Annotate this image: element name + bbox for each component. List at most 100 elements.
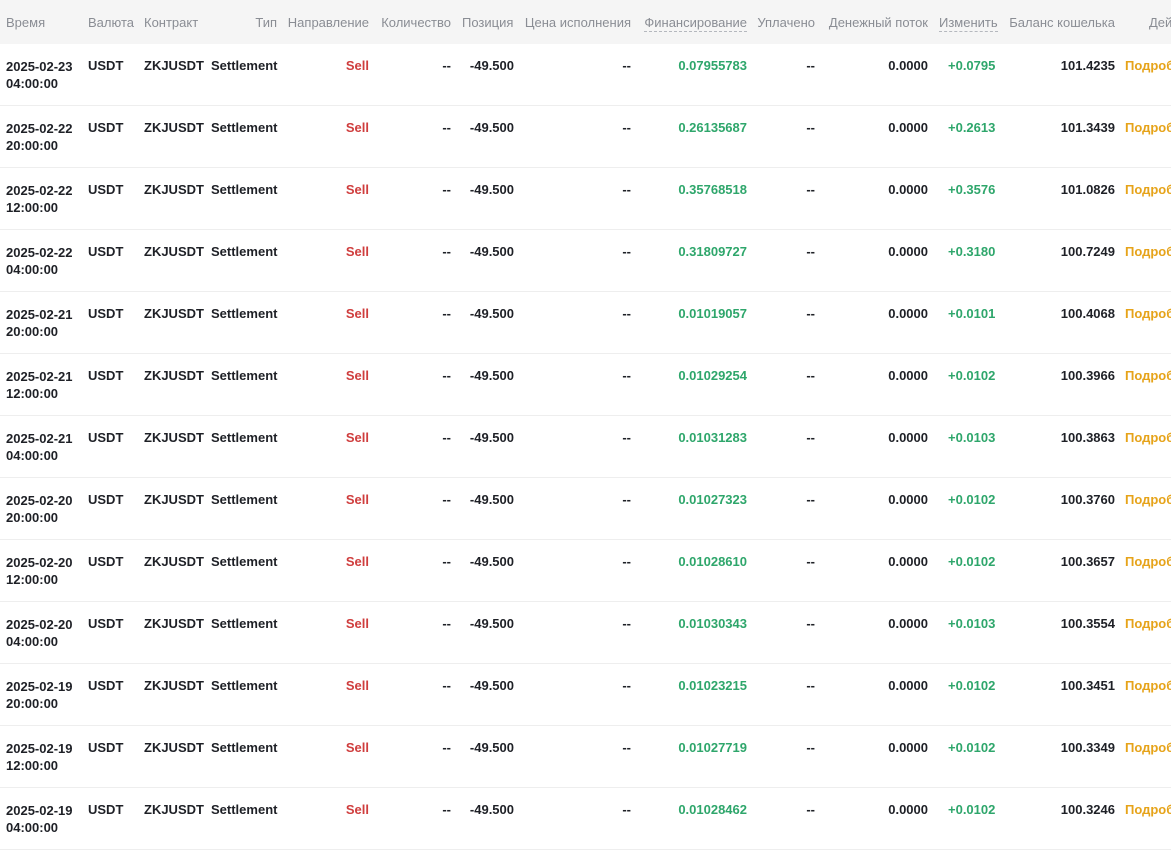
cell-cash-flow: 0.0000 [888, 120, 928, 135]
cell-date: 2025-02-22 [6, 121, 73, 136]
cell-time: 2025-02-22 12:00:00 [6, 182, 73, 216]
cell-wallet-balance: 100.3657 [1060, 554, 1115, 569]
cell-exec-price: -- [622, 120, 631, 135]
cell-wallet-balance: 100.3760 [1060, 492, 1115, 507]
col-header-exec-price: Цена исполнения [524, 15, 631, 30]
details-link[interactable]: Подробнее [1125, 58, 1171, 73]
cell-type: Settlement [211, 120, 278, 135]
col-header-quantity: Количество [381, 15, 451, 30]
table-body: 2025-02-23 04:00:00 USDT ZKJUSDT Settlement S… [0, 44, 1171, 850]
cell-date: 2025-02-19 [6, 679, 73, 694]
cell-position: -49.500 [469, 182, 514, 197]
cell-exec-price: -- [622, 244, 631, 259]
cell-paid: -- [806, 120, 815, 135]
cell-funding: 0.01030343 [678, 616, 747, 631]
cell-date: 2025-02-21 [6, 431, 73, 446]
table-row: 2025-02-19 04:00:00 USDT ZKJUSDT Settlement S… [0, 788, 1171, 850]
cell-exec-price: -- [622, 554, 631, 569]
cell-paid: -- [806, 182, 815, 197]
cell-change: +0.0102 [948, 678, 996, 693]
cell-time: 2025-02-20 12:00:00 [6, 554, 73, 588]
cell-currency: USDT [88, 244, 124, 259]
cell-funding: 0.01027323 [678, 492, 747, 507]
details-link[interactable]: Подробнее [1125, 430, 1171, 445]
details-link[interactable]: Подробнее [1125, 678, 1171, 693]
cell-paid: -- [806, 802, 815, 817]
details-link[interactable]: Подробнее [1125, 554, 1171, 569]
details-link[interactable]: Подробнее [1125, 492, 1171, 507]
cell-type: Settlement [211, 58, 278, 73]
cell-type: Settlement [211, 492, 278, 507]
cell-type: Settlement [211, 306, 278, 321]
cell-type: Settlement [211, 182, 278, 197]
col-header-cash-flow: Денежный поток [828, 15, 928, 30]
col-header-actions: Действия [1149, 15, 1171, 30]
col-header-time[interactable]: Время [6, 15, 46, 30]
cell-exec-price: -- [622, 492, 631, 507]
cell-time: 2025-02-23 04:00:00 [6, 58, 73, 92]
cell-funding: 0.31809727 [678, 244, 747, 259]
cell-currency: USDT [88, 740, 124, 755]
cell-exec-price: -- [622, 182, 631, 197]
cell-position: -49.500 [469, 58, 514, 73]
cell-quantity: -- [442, 58, 451, 73]
cell-contract: ZKJUSDT [144, 368, 204, 383]
cell-time: 2025-02-22 20:00:00 [6, 120, 73, 154]
cell-wallet-balance: 100.3349 [1060, 740, 1115, 755]
details-link[interactable]: Подробнее [1125, 120, 1171, 135]
cell-quantity: -- [442, 244, 451, 259]
cell-contract: ZKJUSDT [144, 616, 204, 631]
cell-type: Settlement [211, 244, 278, 259]
details-link[interactable]: Подробнее [1125, 182, 1171, 197]
cell-quantity: -- [442, 616, 451, 631]
cell-funding: 0.01028610 [678, 554, 747, 569]
details-link[interactable]: Подробнее [1125, 368, 1171, 383]
details-link[interactable]: Подробнее [1125, 616, 1171, 631]
cell-contract: ZKJUSDT [144, 678, 204, 693]
cell-wallet-balance: 100.3554 [1060, 616, 1115, 631]
details-link[interactable]: Подробнее [1125, 244, 1171, 259]
cell-hour: 04:00:00 [6, 448, 59, 463]
cell-hour: 20:00:00 [6, 696, 59, 711]
col-header-change[interactable]: Изменить [939, 15, 998, 32]
cell-position: -49.500 [469, 802, 514, 817]
cell-wallet-balance: 100.3451 [1060, 678, 1115, 693]
table-row: 2025-02-22 04:00:00 USDT ZKJUSDT Settlement S… [0, 230, 1171, 292]
col-header-funding[interactable]: Финансирование [644, 15, 747, 32]
cell-currency: USDT [88, 678, 124, 693]
cell-funding: 0.01029254 [678, 368, 747, 383]
cell-contract: ZKJUSDT [144, 554, 204, 569]
cell-paid: -- [806, 492, 815, 507]
cell-quantity: -- [442, 740, 451, 755]
cell-cash-flow: 0.0000 [888, 492, 928, 507]
cell-cash-flow: 0.0000 [888, 368, 928, 383]
details-link[interactable]: Подробнее [1125, 802, 1171, 817]
details-link[interactable]: Подробнее [1125, 306, 1171, 321]
cell-currency: USDT [88, 182, 124, 197]
cell-paid: -- [806, 740, 815, 755]
cell-exec-price: -- [622, 802, 631, 817]
table-row: 2025-02-21 20:00:00 USDT ZKJUSDT Settlement S… [0, 292, 1171, 354]
cell-funding: 0.01019057 [678, 306, 747, 321]
cell-type: Settlement [211, 802, 278, 817]
cell-date: 2025-02-22 [6, 183, 73, 198]
cell-quantity: -- [442, 120, 451, 135]
cell-direction: Sell [345, 244, 369, 259]
cell-exec-price: -- [622, 58, 631, 73]
col-header-wallet-balance: Баланс кошелька [1009, 15, 1115, 30]
details-link[interactable]: Подробнее [1125, 740, 1171, 755]
cell-paid: -- [806, 244, 815, 259]
cell-wallet-balance: 100.3246 [1060, 802, 1115, 817]
cell-direction: Sell [345, 616, 369, 631]
cell-exec-price: -- [622, 306, 631, 321]
cell-hour: 12:00:00 [6, 200, 59, 215]
cell-position: -49.500 [469, 678, 514, 693]
cell-wallet-balance: 100.3863 [1060, 430, 1115, 445]
cell-type: Settlement [211, 430, 278, 445]
cell-position: -49.500 [469, 244, 514, 259]
cell-position: -49.500 [469, 740, 514, 755]
cell-hour: 04:00:00 [6, 634, 59, 649]
cell-direction: Sell [345, 58, 369, 73]
cell-cash-flow: 0.0000 [888, 554, 928, 569]
